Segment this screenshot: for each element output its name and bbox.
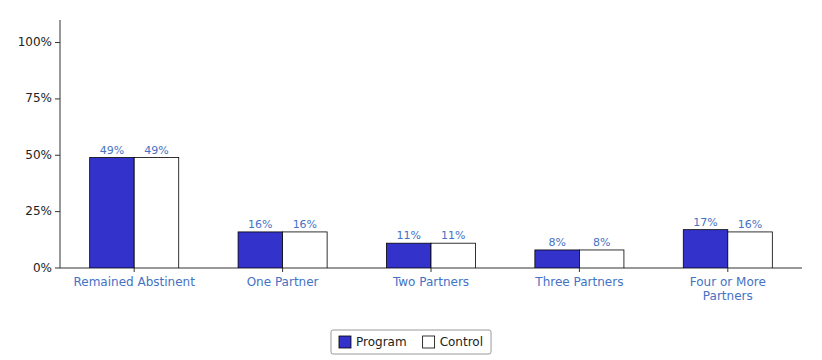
x-tick-label: Three Partners — [534, 275, 623, 289]
bar — [535, 250, 580, 268]
x-axis: Remained Abstinent One Partner Two Partner… — [60, 268, 802, 303]
data-label: 16% — [248, 218, 272, 231]
x-tick-label-line: Partners — [703, 289, 753, 303]
y-tick — [55, 211, 60, 212]
x-tick-label-line: Two Partners — [392, 275, 469, 289]
y-tick-label: 75% — [25, 91, 52, 105]
x-tick-label-line: Remained Abstinent — [73, 275, 195, 289]
x-tick-label: One Partner — [247, 275, 319, 289]
data-label: 49% — [100, 144, 124, 157]
data-label: 8% — [548, 236, 565, 249]
x-tick — [727, 268, 728, 272]
x-tick — [134, 268, 135, 272]
bar — [134, 158, 179, 268]
data-label: 16% — [738, 218, 762, 231]
y-axis-line — [60, 20, 61, 268]
y-tick-label: 0% — [33, 261, 52, 275]
data-label: 16% — [293, 218, 317, 231]
x-tick — [282, 268, 283, 272]
y-tick-label: 25% — [25, 204, 52, 218]
legend-label: Control — [440, 335, 483, 349]
y-tick — [55, 155, 60, 156]
x-tick — [431, 268, 432, 272]
y-tick-label: 100% — [18, 35, 52, 49]
x-tick-label: Two Partners — [392, 275, 469, 289]
bar — [90, 158, 135, 268]
data-label: 11% — [441, 229, 465, 242]
bar — [386, 243, 431, 268]
bar — [431, 243, 476, 268]
data-label: 17% — [693, 216, 717, 229]
data-label: 11% — [397, 229, 421, 242]
legend-label: Program — [356, 335, 407, 349]
data-label: 49% — [144, 144, 168, 157]
y-tick-label: 50% — [25, 148, 52, 162]
x-tick-label: Remained Abstinent — [73, 275, 195, 289]
x-tick-label-line: One Partner — [247, 275, 319, 289]
data-labels: 49% 16% 11% 8% 17% 49% 16% 11% 8% 16% — [100, 144, 763, 249]
bar — [683, 230, 728, 268]
legend-swatch — [423, 336, 435, 348]
y-tick — [55, 268, 60, 269]
chart: 0% 25% 50% 75% 100% Remained Abstinent One Par… — [0, 0, 822, 360]
y-tick — [55, 42, 60, 43]
legend-frame — [331, 330, 491, 354]
data-label: 8% — [593, 236, 610, 249]
x-tick-label-line: Three Partners — [534, 275, 623, 289]
bar — [579, 250, 624, 268]
y-tick — [55, 98, 60, 99]
y-axis: 0% 25% 50% 75% 100% — [18, 20, 60, 275]
legend: Program Control — [331, 330, 491, 354]
bar — [283, 232, 328, 268]
bar — [238, 232, 283, 268]
bars — [90, 158, 773, 268]
legend-swatch — [339, 336, 351, 348]
x-tick-label: Four or MorePartners — [690, 275, 766, 303]
x-tick-label-line: Four or More — [690, 275, 766, 289]
x-tick — [579, 268, 580, 272]
bar — [728, 232, 773, 268]
